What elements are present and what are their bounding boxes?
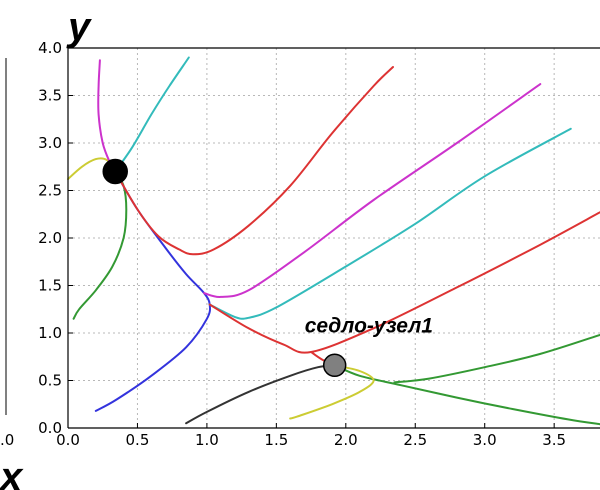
x-tick-label: 0.5 — [126, 431, 150, 449]
y-tick-label: 3.0 — [38, 134, 62, 152]
y-tick-label: 0.0 — [38, 419, 62, 437]
tick-labels: 0.0 0.5 1.0 1.5 2.0 2.5 3.0 3.5 0.0 0.5 1.0 1.5 2.0 2… — [0, 39, 566, 449]
y-tick-label: 0.5 — [38, 372, 62, 390]
x-tick-label: 0.0 — [56, 431, 80, 449]
y-tick-label: 1.0 — [38, 324, 62, 342]
x-tick-label: 1.0 — [195, 431, 219, 449]
point-annotation: седло-узел1 — [305, 314, 433, 337]
x-tick-label: 1.5 — [264, 431, 288, 449]
axis-labels: y x — [0, 5, 92, 490]
equilibrium-point — [322, 353, 347, 378]
equilibrium-point — [102, 158, 128, 185]
y-axis-label: y — [66, 5, 92, 49]
x-tick-label: 3.5 — [542, 431, 566, 449]
y-tick-label: 3.5 — [38, 87, 62, 105]
y-tick-label: 4.0 — [38, 39, 62, 57]
y-tick-label: 1.5 — [38, 277, 62, 295]
trajectory-line — [289, 364, 375, 420]
x-tick-label: 2.0 — [334, 431, 358, 449]
trajectory-line — [208, 211, 600, 354]
y-tick-label: 2.5 — [38, 182, 62, 200]
trajectory-line — [393, 333, 600, 384]
axes-frame — [5, 47, 600, 429]
left-edge-tick-label: .0 — [0, 431, 14, 449]
trajectory-line — [114, 66, 394, 256]
x-tick-label: 2.5 — [403, 431, 427, 449]
trajectory-curves — [67, 56, 600, 426]
x-tick-label: 3.0 — [473, 431, 497, 449]
y-tick-label: 2.0 — [38, 229, 62, 247]
trajectory-line — [114, 56, 190, 173]
x-axis-label: x — [0, 455, 24, 490]
trajectory-line — [333, 364, 600, 426]
trajectory-line — [203, 83, 542, 298]
trajectory-line — [208, 127, 572, 320]
equilibrium-points: седло-узел1 — [102, 158, 433, 378]
trajectory-line — [185, 364, 336, 425]
